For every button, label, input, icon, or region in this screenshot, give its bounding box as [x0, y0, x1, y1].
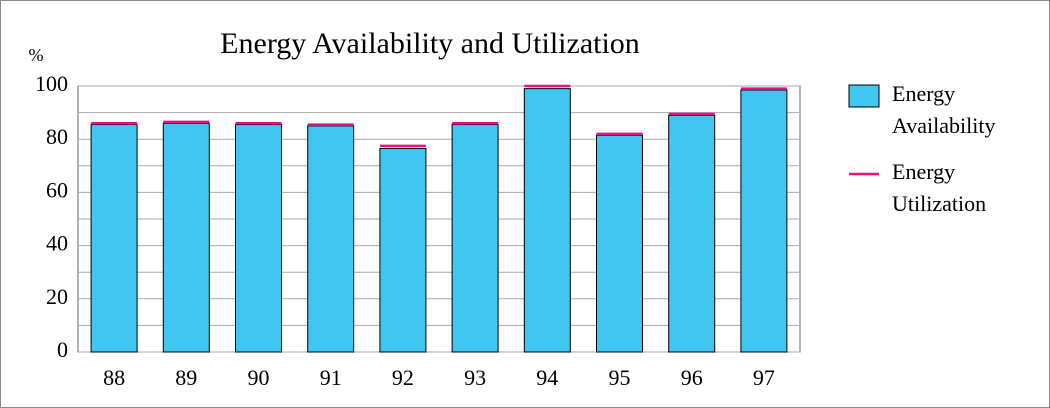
bar	[740, 89, 788, 353]
x-tick-label: 90	[248, 365, 270, 390]
bar	[451, 124, 499, 353]
legend-label: Energy Availability	[892, 81, 995, 138]
y-tick-label: 40	[46, 231, 68, 256]
x-tick-label: 93	[464, 365, 486, 390]
bar	[596, 134, 643, 353]
x-tick-label: 94	[536, 365, 558, 390]
bar	[235, 124, 282, 353]
legend-label: Energy Utilization	[892, 159, 986, 216]
bar	[379, 148, 427, 353]
x-tick-label: 89	[175, 365, 197, 390]
x-tick-label: 91	[320, 365, 342, 390]
chart-title: Energy Availability and Utilization	[220, 27, 640, 60]
y-unit: %	[29, 45, 44, 65]
y-tick-label: 80	[46, 124, 68, 149]
y-tick-label: 60	[46, 177, 68, 202]
y-tick-label: 100	[35, 71, 68, 96]
y-tick-label: 20	[46, 284, 68, 309]
bar	[668, 114, 716, 353]
x-tick-label: 88	[103, 365, 125, 390]
x-tick-label: 96	[681, 365, 703, 390]
bar	[162, 122, 210, 353]
y-tick-label: 0	[57, 337, 68, 362]
x-tick-label: 97	[753, 365, 775, 390]
x-tick-label: 95	[609, 365, 631, 390]
x-tick-label: 92	[392, 365, 414, 390]
bar	[307, 125, 355, 353]
bar	[90, 124, 138, 353]
bar	[523, 88, 571, 353]
legend-swatch	[848, 84, 880, 108]
